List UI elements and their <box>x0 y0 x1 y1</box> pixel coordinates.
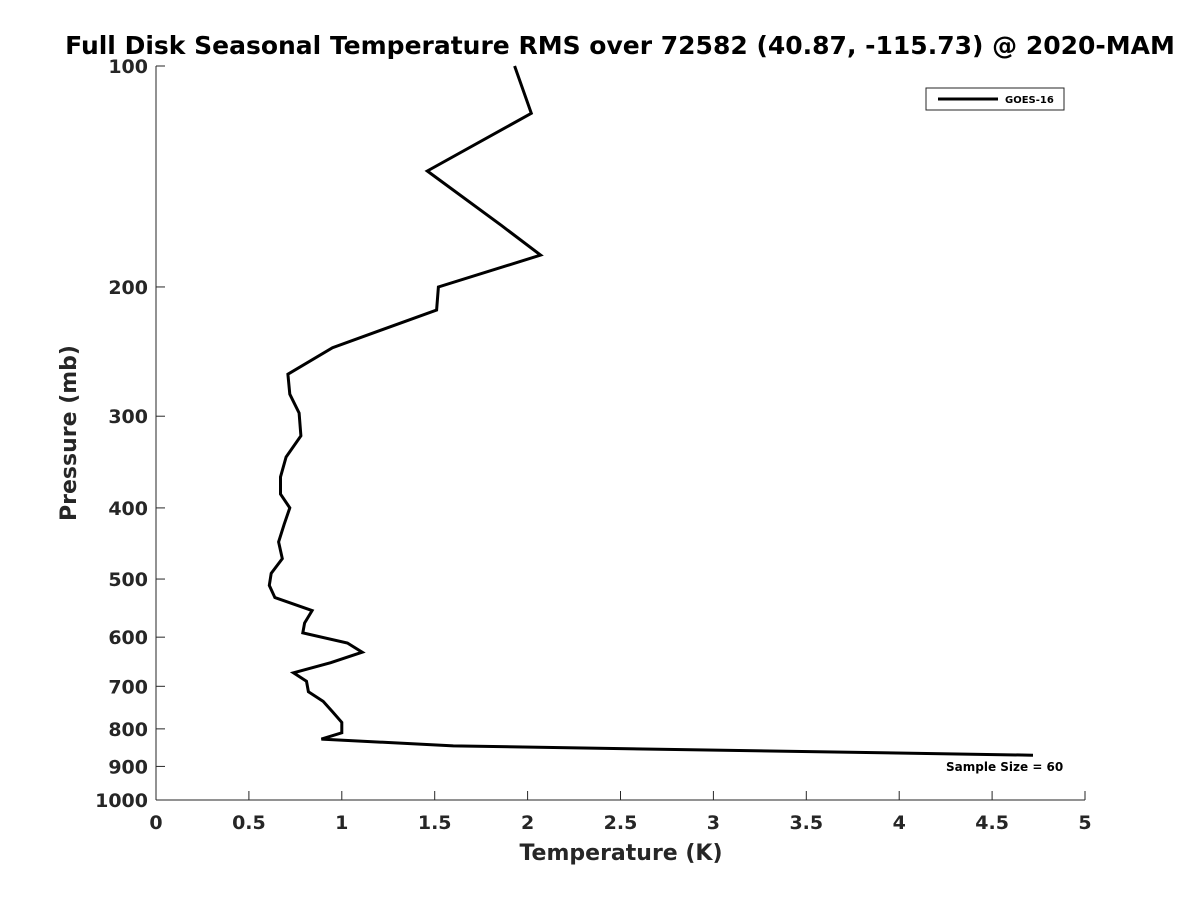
x-tick-label: 1.5 <box>418 812 452 834</box>
x-tick-label: 0 <box>149 812 162 834</box>
axis-ticks: 0 0.5 1 1.5 2 2.5 3 3.5 4 4.5 5 100 200 300 400 500 600 7… <box>95 56 1092 834</box>
y-tick-label: 600 <box>108 627 148 649</box>
y-tick-label: 500 <box>108 569 148 591</box>
y-tick-label: 700 <box>108 676 148 698</box>
x-tick-label: 2.5 <box>604 812 638 834</box>
y-tick-label: 1000 <box>95 790 148 812</box>
series-line-goes-16 <box>267 65 1034 757</box>
x-tick-label: 4 <box>893 812 906 834</box>
y-tick-label: 800 <box>108 719 148 741</box>
y-tick-label: 100 <box>108 56 148 78</box>
y-tick-label: 200 <box>108 277 148 299</box>
y-tick-label: 900 <box>108 756 148 778</box>
legend: GOES-16 <box>925 87 1065 111</box>
series-layer <box>267 65 1034 757</box>
chart-title: Full Disk Seasonal Temperature RMS over … <box>65 31 1175 60</box>
x-tick-label: 2 <box>521 812 534 834</box>
x-axis-label: Temperature (K) <box>519 841 722 866</box>
y-tick-label: 300 <box>108 406 148 428</box>
x-tick-label: 1 <box>335 812 348 834</box>
legend-label-goes-16: GOES-16 <box>1005 95 1054 106</box>
x-tick-label: 3 <box>707 812 720 834</box>
x-tick-label: 4.5 <box>975 812 1009 834</box>
x-tick-label: 3.5 <box>789 812 823 834</box>
x-tick-label: 0.5 <box>232 812 266 834</box>
x-tick-label: 5 <box>1078 812 1091 834</box>
y-tick-label: 400 <box>108 498 148 520</box>
y-axis-label: Pressure (mb) <box>57 345 82 521</box>
sample-size-annotation: Sample Size = 60 <box>946 760 1063 774</box>
